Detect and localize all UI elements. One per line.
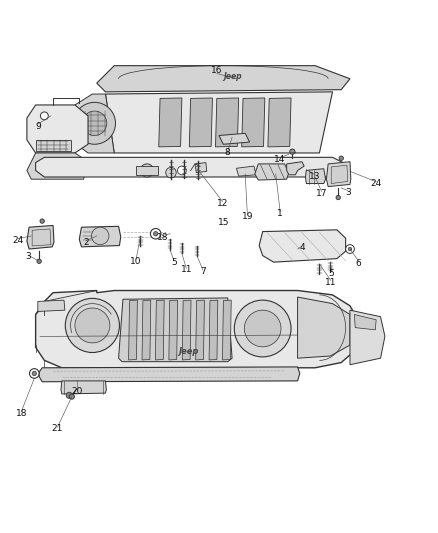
Polygon shape [32, 229, 51, 246]
Circle shape [75, 308, 110, 343]
Polygon shape [305, 169, 325, 183]
Circle shape [348, 247, 352, 251]
Polygon shape [354, 314, 376, 330]
Polygon shape [287, 161, 304, 175]
Polygon shape [297, 297, 350, 358]
Circle shape [150, 229, 161, 239]
Polygon shape [61, 381, 106, 394]
Text: 10: 10 [130, 257, 142, 266]
Text: 3: 3 [25, 253, 31, 261]
Circle shape [290, 149, 295, 154]
Polygon shape [182, 300, 191, 360]
Circle shape [40, 219, 44, 223]
Polygon shape [331, 165, 348, 183]
Polygon shape [255, 164, 289, 180]
Circle shape [153, 231, 158, 236]
Text: 8: 8 [225, 149, 231, 157]
Polygon shape [27, 225, 54, 249]
Polygon shape [350, 310, 385, 365]
Text: 20: 20 [71, 387, 83, 397]
Text: 24: 24 [13, 236, 24, 245]
Text: 5: 5 [329, 269, 335, 278]
Text: 1: 1 [277, 209, 283, 218]
Circle shape [74, 102, 116, 144]
Polygon shape [27, 105, 88, 153]
Circle shape [177, 166, 186, 175]
Polygon shape [209, 300, 218, 360]
Polygon shape [39, 367, 300, 382]
Text: 12: 12 [217, 199, 228, 208]
Polygon shape [326, 161, 351, 187]
Polygon shape [79, 227, 121, 247]
Circle shape [234, 300, 291, 357]
Text: 15: 15 [218, 219, 229, 228]
Circle shape [144, 167, 150, 174]
Circle shape [166, 167, 176, 178]
Text: 2: 2 [83, 238, 88, 247]
Polygon shape [189, 98, 212, 147]
Polygon shape [129, 300, 138, 360]
Text: 5: 5 [171, 258, 177, 267]
Text: 21: 21 [52, 424, 63, 433]
Circle shape [336, 195, 340, 200]
Text: 7: 7 [200, 267, 206, 276]
Polygon shape [155, 300, 164, 360]
Circle shape [29, 369, 39, 378]
Text: 14: 14 [275, 155, 286, 164]
Text: 19: 19 [242, 212, 253, 221]
Polygon shape [142, 300, 151, 360]
Text: 17: 17 [316, 189, 327, 198]
Polygon shape [35, 290, 359, 368]
Polygon shape [119, 298, 232, 362]
Text: 11: 11 [325, 278, 336, 287]
Text: Jeep: Jeep [223, 72, 241, 81]
Text: 16: 16 [211, 67, 223, 75]
Circle shape [69, 394, 74, 399]
Circle shape [339, 156, 343, 160]
Polygon shape [71, 94, 114, 153]
Polygon shape [219, 133, 250, 144]
Text: 11: 11 [180, 265, 192, 274]
Polygon shape [196, 300, 205, 360]
Polygon shape [136, 166, 158, 175]
Text: 18: 18 [15, 409, 27, 418]
Polygon shape [27, 153, 88, 179]
Circle shape [82, 111, 107, 135]
Polygon shape [242, 98, 265, 147]
Text: 6: 6 [356, 259, 362, 268]
Circle shape [66, 392, 72, 398]
Circle shape [40, 112, 48, 120]
Text: Jeep: Jeep [178, 347, 198, 356]
Circle shape [37, 259, 41, 263]
Polygon shape [237, 166, 256, 176]
Circle shape [92, 227, 109, 245]
Polygon shape [35, 140, 71, 151]
Circle shape [346, 245, 354, 253]
Polygon shape [97, 66, 350, 92]
Text: 3: 3 [345, 188, 351, 197]
Polygon shape [169, 300, 177, 360]
Polygon shape [106, 92, 332, 153]
Text: 9: 9 [35, 122, 41, 131]
Polygon shape [38, 300, 65, 311]
Text: 13: 13 [309, 172, 321, 181]
Polygon shape [215, 98, 239, 147]
Text: 4: 4 [299, 243, 305, 252]
Polygon shape [223, 300, 231, 360]
Circle shape [141, 164, 153, 177]
Polygon shape [35, 157, 350, 177]
Polygon shape [195, 163, 207, 173]
Polygon shape [159, 98, 182, 147]
Circle shape [32, 372, 36, 376]
Polygon shape [259, 230, 346, 262]
Circle shape [244, 310, 281, 347]
Text: 18: 18 [156, 233, 168, 242]
Text: 24: 24 [371, 179, 382, 188]
Polygon shape [268, 98, 291, 147]
Circle shape [65, 298, 120, 352]
